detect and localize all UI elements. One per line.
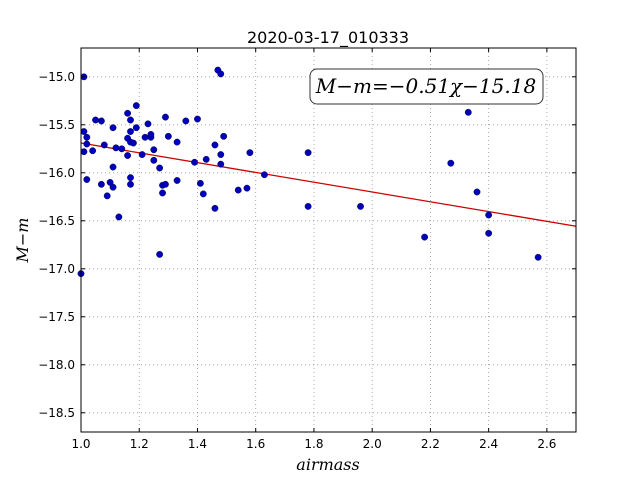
data-point — [103, 192, 111, 200]
data-point — [211, 204, 219, 212]
plot-frame — [80, 47, 577, 433]
data-point — [246, 149, 254, 157]
data-point — [141, 133, 149, 141]
x-tick-label: 2.2 — [421, 437, 440, 451]
data-point — [211, 141, 219, 149]
data-point — [80, 148, 88, 156]
data-point — [159, 189, 166, 197]
data-point — [150, 146, 158, 154]
fit-equation: M−m=−0.51χ−15.18 — [315, 74, 536, 98]
data-point — [217, 70, 225, 78]
y-tick-label: −18.0 — [38, 358, 75, 372]
data-point — [83, 176, 91, 183]
x-tick-label: 2.6 — [537, 437, 556, 451]
data-point — [485, 229, 493, 237]
data-point — [261, 171, 268, 179]
y-tick-label: −16.5 — [38, 214, 75, 228]
data-points — [77, 66, 542, 277]
data-point — [162, 180, 169, 188]
data-point — [173, 138, 181, 146]
y-tick-label: −17.5 — [38, 310, 75, 324]
data-point — [421, 233, 428, 241]
data-point — [144, 120, 152, 128]
data-point — [109, 124, 117, 132]
data-point — [173, 177, 181, 184]
data-point — [130, 139, 137, 147]
data-point — [124, 152, 131, 159]
data-point — [147, 130, 155, 138]
chart-title: 2020-03-17_010333 — [247, 28, 409, 48]
data-point — [464, 108, 472, 116]
x-tick-label: 2.0 — [363, 437, 382, 451]
x-tick-label: 1.8 — [304, 437, 323, 451]
data-point — [97, 180, 105, 188]
fit-line — [80, 142, 577, 227]
data-point — [304, 202, 312, 210]
y-tick-label: −15.5 — [38, 118, 75, 132]
data-point — [194, 115, 201, 123]
data-point — [196, 179, 204, 187]
data-point — [164, 132, 172, 140]
data-point — [118, 145, 126, 153]
data-point — [109, 163, 117, 171]
data-point — [304, 149, 312, 157]
data-point — [182, 117, 190, 125]
x-tick-label: 1.6 — [246, 437, 265, 451]
data-point — [127, 116, 134, 124]
x-tick-label: 1.4 — [188, 437, 207, 451]
y-axis-label: M−m — [13, 218, 32, 264]
data-point — [132, 124, 140, 132]
data-point — [447, 159, 455, 167]
data-point — [115, 213, 123, 221]
data-point — [83, 133, 91, 141]
data-point — [127, 174, 134, 182]
data-point — [127, 128, 134, 135]
data-point — [124, 109, 131, 117]
fit-equation-box: M−m=−0.51χ−15.18 — [309, 68, 544, 105]
data-point — [217, 151, 225, 158]
data-point — [80, 128, 88, 135]
data-point — [156, 250, 164, 258]
x-tick-label: 2.4 — [479, 437, 498, 451]
data-point — [127, 180, 134, 188]
data-point — [150, 156, 158, 164]
data-point — [217, 160, 225, 168]
x-tick-label: 1.0 — [71, 437, 90, 451]
data-point — [357, 202, 364, 210]
data-point — [132, 102, 140, 110]
axis-ticks: 1.0 1.2 1.4 1.6 1.8 2.0 2.2 2.4 2.6 −15.0 −15.5 −16… — [38, 48, 576, 451]
data-point — [112, 144, 120, 152]
data-point — [162, 113, 169, 121]
data-point — [243, 184, 251, 192]
fit-line-group — [80, 142, 577, 227]
data-point — [83, 140, 91, 148]
data-point — [100, 141, 108, 149]
data-point — [97, 117, 105, 125]
y-tick-label: −18.5 — [38, 406, 75, 420]
data-point — [234, 186, 242, 194]
x-axis-label: airmass — [296, 455, 359, 474]
x-tick-label: 1.2 — [130, 437, 149, 451]
data-point — [199, 190, 207, 198]
data-point — [485, 211, 493, 219]
data-point — [202, 155, 210, 163]
data-point — [191, 158, 198, 166]
y-tick-label: −17.0 — [38, 262, 75, 276]
data-point — [534, 253, 542, 261]
data-point — [473, 188, 481, 196]
y-tick-label: −15.0 — [38, 70, 75, 84]
data-point — [92, 116, 99, 124]
data-point — [89, 147, 97, 155]
y-tick-label: −16.0 — [38, 166, 75, 180]
data-point — [156, 164, 164, 172]
data-point — [109, 183, 117, 191]
data-point — [220, 132, 228, 140]
data-point — [138, 151, 146, 158]
grid — [80, 48, 576, 432]
